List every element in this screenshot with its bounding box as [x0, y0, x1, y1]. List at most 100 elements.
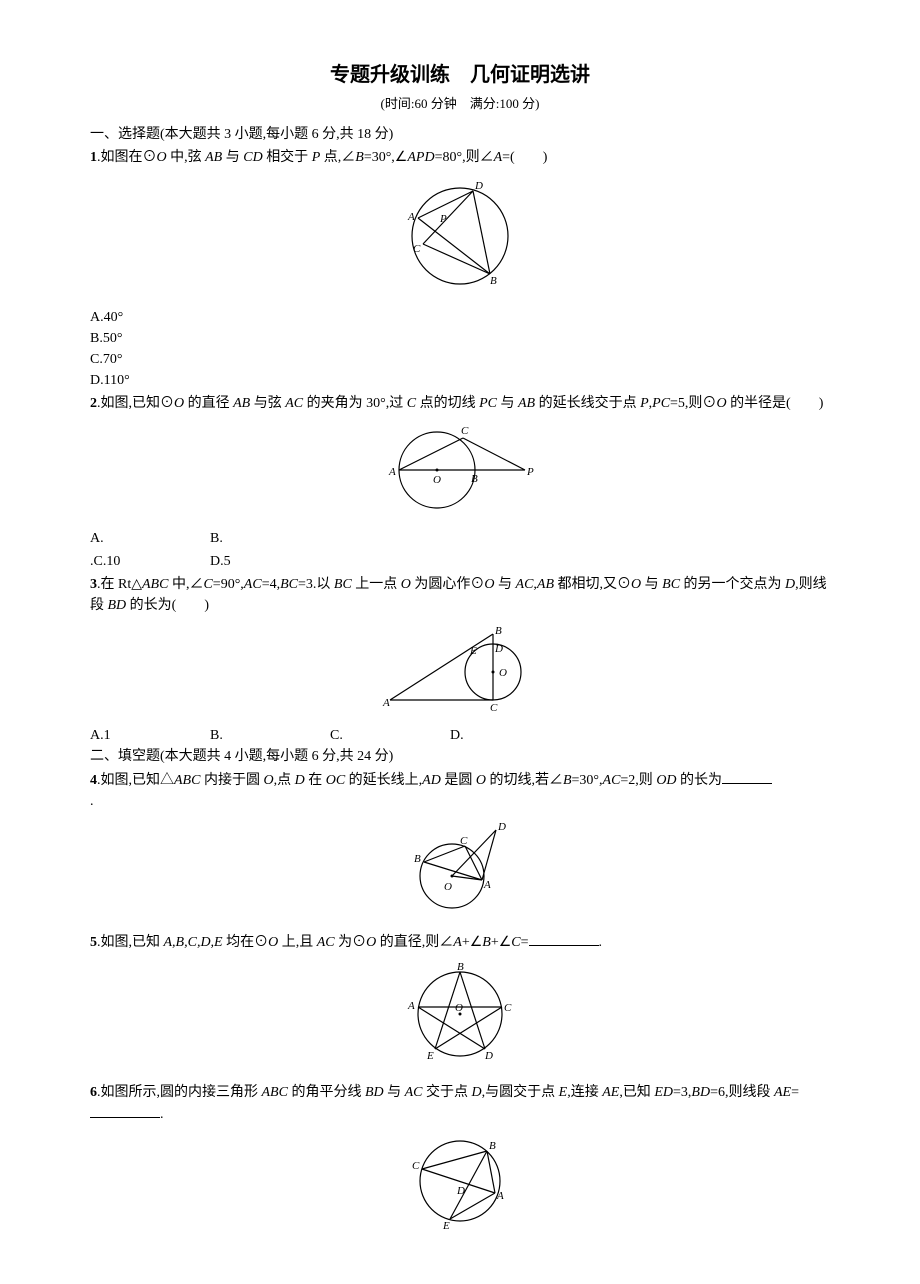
q5-tc: 上,且: [278, 935, 317, 950]
q2-AB: AB: [233, 396, 250, 411]
q5-O: O: [268, 935, 278, 950]
q5-period: .: [599, 935, 603, 950]
q6-ABC: ABC: [262, 1085, 288, 1100]
q6-tb: 的角平分线: [288, 1085, 365, 1100]
q2-opt-c: .C.10: [90, 551, 210, 572]
q3-ABC: ABC: [142, 577, 168, 592]
q5-list: A,B,C,D,E: [164, 935, 223, 950]
q2-O: O: [174, 396, 184, 411]
q4-tb: 内接于圆: [200, 773, 263, 788]
q1-opt-d: D.110°: [90, 370, 830, 391]
q1-P: P: [312, 150, 321, 165]
q1-opt-c: C.70°: [90, 349, 830, 370]
q3-tg: 为圆心作⊙: [411, 577, 485, 592]
q2-options-row1: A. B.: [90, 528, 830, 549]
q3-ta: .在 Rt△: [97, 577, 142, 592]
q2-ta: .如图,已知⊙: [97, 396, 174, 411]
q5-blank: [529, 931, 599, 946]
q4-ABC: ABC: [174, 773, 200, 788]
q1-AB: AB: [205, 150, 222, 165]
q6-BD: BD: [365, 1085, 384, 1100]
q2-PC2: PC: [652, 396, 670, 411]
svg-text:P: P: [439, 213, 447, 225]
q2-AB2: AB: [518, 396, 535, 411]
q3-tj: 都相切,又⊙: [554, 577, 631, 592]
q3-AC2: AC: [516, 577, 534, 592]
section2-head: 二、填空题(本大题共 4 小题,每小题 6 分,共 24 分): [90, 746, 830, 767]
q4-tg: 的切线,若∠: [486, 773, 563, 788]
q6-ti: =6,则线段: [710, 1085, 774, 1100]
q4-period: .: [90, 791, 830, 812]
q4-td: 在: [305, 773, 326, 788]
q6-AE: AE: [602, 1085, 619, 1100]
q5-figure: A B C D E O: [90, 959, 830, 1076]
q6-ED: ED: [654, 1085, 673, 1100]
svg-text:A: A: [407, 1000, 415, 1012]
q4-D: D: [295, 773, 305, 788]
q2-tf: 与: [497, 396, 518, 411]
q5-tf: +∠: [462, 935, 482, 950]
q3-AB2: AB: [537, 577, 554, 592]
q3-BC3: BC: [662, 577, 680, 592]
q5-tb: 均在⊙: [223, 935, 269, 950]
q2-PC: PC: [479, 396, 497, 411]
q4-AC: AC: [603, 773, 621, 788]
svg-text:B: B: [489, 1140, 496, 1152]
q2-P: P: [640, 396, 649, 411]
q1-APD: APD: [407, 150, 434, 165]
q3-tf: 上一点: [352, 577, 401, 592]
svg-text:C: C: [413, 243, 421, 255]
q4-ta: .如图,已知△: [97, 773, 174, 788]
q6-blank: [90, 1103, 160, 1118]
q6-E: E: [559, 1085, 568, 1100]
q5-B: B: [482, 935, 491, 950]
q3-tk: 与: [641, 577, 662, 592]
q3-options: A.1 B. C. D.: [90, 725, 830, 746]
page-title: 专题升级训练 几何证明选讲: [90, 60, 830, 90]
svg-text:D: D: [456, 1185, 465, 1197]
q2-opt-b: B.: [210, 528, 330, 549]
svg-text:A: A: [407, 211, 415, 223]
svg-text:B: B: [471, 473, 478, 485]
q4-AD: AD: [422, 773, 441, 788]
svg-text:A: A: [483, 879, 491, 891]
q2-tg: 的延长线交于点: [535, 396, 640, 411]
q6-te: ,与圆交于点: [482, 1085, 559, 1100]
q3-O2: O: [484, 577, 494, 592]
q1-A: A: [494, 150, 503, 165]
q3-tc: =90°,: [213, 577, 244, 592]
q6-D: D: [472, 1085, 482, 1100]
q3-th: 与: [495, 577, 516, 592]
svg-text:P: P: [526, 466, 534, 478]
q4-OC: OC: [326, 773, 345, 788]
q2-ti: =5,则⊙: [670, 396, 716, 411]
q4-B: B: [563, 773, 572, 788]
q2-opt-a: A.: [90, 528, 210, 549]
question-4: 4.如图,已知△ABC 内接于圆 O,点 D 在 OC 的延长线上,AD 是圆 …: [90, 769, 830, 791]
q3-Cang: C: [203, 577, 212, 592]
q5-ta: .如图,已知: [97, 935, 164, 950]
q3-opt-d: D.: [450, 725, 570, 746]
q3-O: O: [401, 577, 411, 592]
q5-O2: O: [366, 935, 376, 950]
svg-text:O: O: [444, 881, 452, 893]
section1-head: 一、选择题(本大题共 3 小题,每小题 6 分,共 18 分): [90, 124, 830, 145]
svg-text:O: O: [455, 1002, 463, 1014]
q1-O: O: [157, 150, 167, 165]
svg-text:D: D: [484, 1050, 493, 1062]
q4-O: O: [263, 773, 273, 788]
q5-AC: AC: [317, 935, 335, 950]
q3-O3: O: [631, 577, 641, 592]
question-6: 6.如图所示,圆的内接三角形 ABC 的角平分线 BD 与 AC 交于点 D,与…: [90, 1082, 830, 1125]
q2-td: 的夹角为 30°,过: [303, 396, 407, 411]
q5-te: 的直径,则∠: [376, 935, 453, 950]
svg-text:C: C: [412, 1160, 420, 1172]
q4-figure: A B C D O: [90, 818, 830, 925]
q1-num: 1: [90, 150, 97, 165]
q2-te: 点的切线: [416, 396, 479, 411]
svg-text:C: C: [504, 1002, 512, 1014]
q1-opt-a: A.40°: [90, 307, 830, 328]
q5-td: 为⊙: [335, 935, 367, 950]
q2-opt-d: D.5: [210, 551, 330, 572]
q2-options-row2: .C.10 D.5: [90, 551, 830, 572]
